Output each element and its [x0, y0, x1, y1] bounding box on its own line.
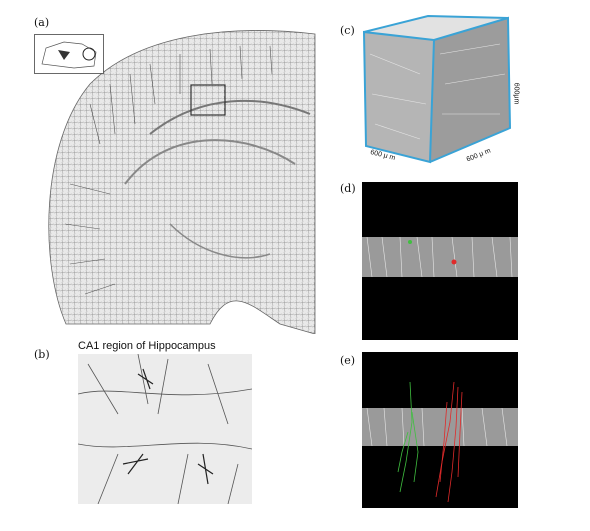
panel-b-ca1-image	[78, 354, 252, 504]
panel-c-volume-cube	[362, 14, 512, 164]
panel-e-traced-neurons	[362, 352, 518, 508]
panel-a-brain-section	[48, 30, 316, 334]
panel-b-label: (b)	[34, 348, 50, 361]
inset-brain-map	[34, 34, 104, 74]
panel-b-caption: CA1 region of Hippocampus	[78, 340, 216, 352]
panel-d-label: (d)	[340, 182, 356, 195]
panel-d-slab-view	[362, 182, 518, 340]
panel-a-label: (a)	[34, 16, 50, 29]
panel-c-dim-y: 600μm	[512, 82, 520, 105]
panel-e-label: (e)	[340, 354, 356, 367]
panel-c-label: (c)	[340, 24, 355, 37]
